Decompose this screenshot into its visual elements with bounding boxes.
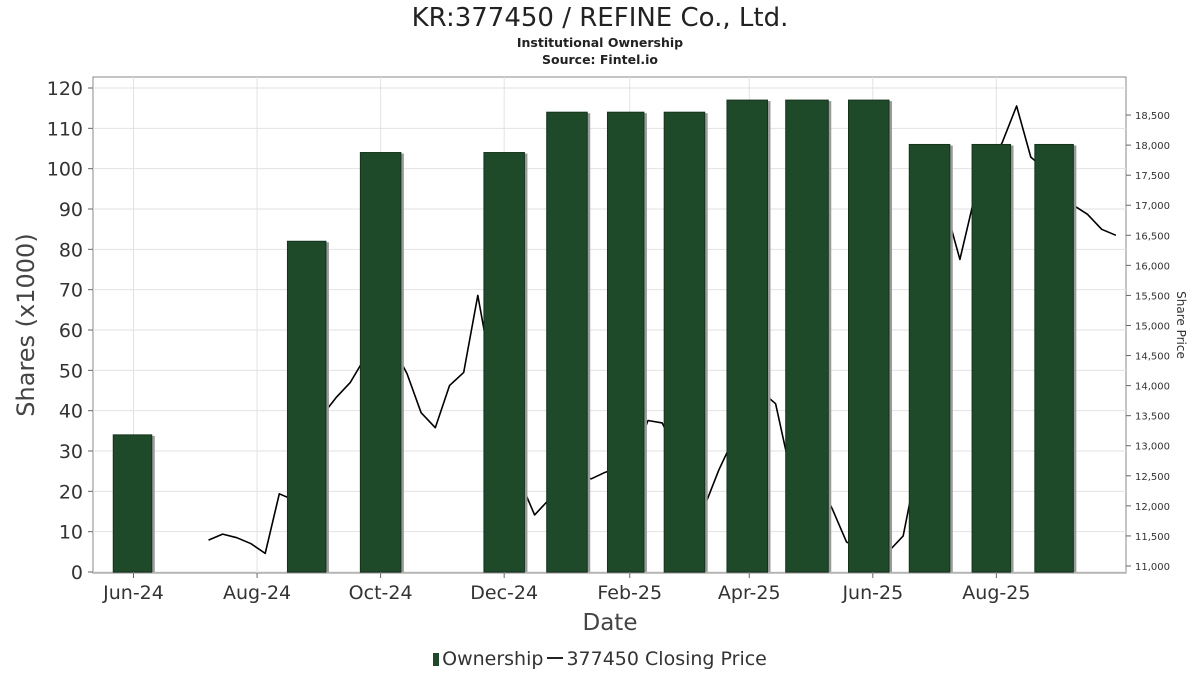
ownership-bar	[546, 111, 588, 573]
y-axis-label: Shares (x1000)	[12, 233, 40, 416]
y-tick-label: 30	[59, 441, 83, 463]
ownership-bar	[726, 99, 768, 573]
x-tick-label: Jun-24	[102, 582, 164, 604]
y2-tick-label: 13,000	[1135, 442, 1170, 453]
legend-price-label: 377450 Closing Price	[566, 648, 767, 670]
y2-tick-label: 12,500	[1135, 472, 1170, 483]
ownership-bar	[908, 143, 951, 573]
y2-tick-label: 12,000	[1135, 502, 1170, 513]
y2-tick-label: 14,000	[1135, 382, 1170, 393]
y2-tick-label: 11,500	[1135, 532, 1170, 543]
chart-title: KR:377450 / REFINE Co., Ltd.	[411, 3, 789, 33]
y-tick-label: 10	[59, 522, 83, 544]
ownership-bar	[848, 99, 890, 573]
axes-layer: 0 10 20 30 40 50 60 70 80 90 100 110 120 11,000 11,500…	[47, 78, 1170, 604]
y-tick-label: 70	[59, 280, 83, 302]
y-tick-label: 80	[59, 239, 83, 261]
x-tick-label: Jun-25	[841, 582, 903, 604]
x-tick-label: Apr-25	[718, 582, 781, 604]
y2-tick-label: 14,500	[1135, 352, 1170, 363]
ownership-bar	[483, 152, 525, 573]
legend-price-swatch	[547, 657, 564, 659]
ownership-bar	[785, 99, 829, 573]
ownership-bar	[1034, 143, 1074, 573]
y2-tick-label: 18,000	[1135, 141, 1170, 152]
y-tick-label: 40	[59, 401, 83, 423]
y2-tick-label: 17,500	[1135, 171, 1170, 182]
y-tick-label: 110	[47, 118, 83, 140]
y2-axis-label: Share Price	[1174, 291, 1188, 359]
legend-ownership-swatch	[433, 653, 440, 666]
y2-tick-label: 15,000	[1135, 321, 1170, 332]
x-axis-label: Date	[583, 610, 638, 636]
x-tick-label: Oct-24	[349, 582, 413, 604]
ownership-bar	[112, 434, 153, 573]
y2-tick-label: 13,500	[1135, 412, 1170, 423]
x-tick-label: Aug-25	[962, 582, 1030, 604]
x-tick-label: Dec-24	[470, 582, 538, 604]
chart-source: Source: Fintel.io	[542, 52, 658, 67]
y-tick-label: 120	[47, 78, 83, 100]
legend-ownership-label: Ownership	[442, 648, 544, 670]
y-tick-label: 90	[59, 199, 83, 221]
y2-tick-label: 16,500	[1135, 231, 1170, 242]
x-tick-label: Aug-24	[223, 582, 291, 604]
y-tick-label: 0	[71, 562, 83, 584]
ownership-bar	[606, 111, 645, 573]
y-tick-label: 100	[47, 159, 83, 181]
ownership-bar	[663, 111, 706, 573]
bars-layer	[112, 99, 1077, 573]
ownership-bar	[359, 152, 402, 573]
x-tick-label: Feb-25	[597, 582, 662, 604]
legend: Ownership 377450 Closing Price	[0, 646, 1200, 672]
y-tick-label: 20	[59, 481, 83, 503]
y-tick-label: 60	[59, 320, 83, 342]
y2-tick-label: 11,000	[1135, 562, 1170, 573]
y2-tick-label: 15,500	[1135, 291, 1170, 302]
y2-tick-label: 16,000	[1135, 261, 1170, 272]
y2-tick-label: 17,000	[1135, 201, 1170, 212]
price-line	[208, 105, 1117, 560]
chart-subtitle: Institutional Ownership	[516, 35, 684, 50]
y-tick-label: 50	[59, 360, 83, 382]
ownership-bar	[971, 143, 1012, 573]
ownership-bar	[286, 240, 327, 573]
y2-tick-label: 18,500	[1135, 111, 1170, 122]
price-line-layer	[208, 105, 1117, 560]
